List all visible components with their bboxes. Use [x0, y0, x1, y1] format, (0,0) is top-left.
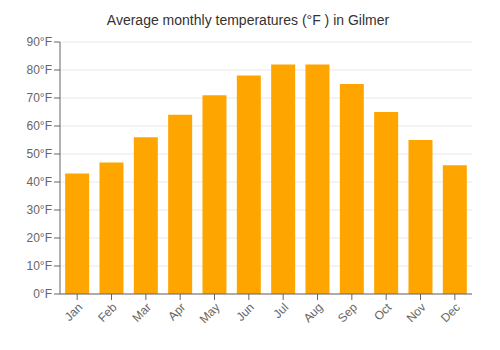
html-text:Average monthly temperatures (: Average monthly temperatures (°F ) in Gi…	[106, 12, 390, 28]
svg-text:Dec: Dec	[438, 300, 463, 325]
svg-text:80°F: 80°F	[27, 63, 52, 77]
svg-text:0°F: 0°F	[33, 287, 52, 301]
svg-text:Feb: Feb	[95, 300, 120, 325]
svg-text:50°F: 50°F	[27, 147, 52, 161]
svg-text:40°F: 40°F	[27, 175, 52, 189]
svg-text:Oct: Oct	[371, 300, 395, 324]
svg-text:Aug: Aug	[301, 300, 326, 325]
svg-text:10°F: 10°F	[27, 259, 52, 273]
svg-text:May: May	[197, 300, 223, 326]
svg-text:Jun: Jun	[233, 300, 257, 324]
svg-text:Sep: Sep	[335, 300, 360, 325]
svg-text:60°F: 60°F	[27, 119, 52, 133]
svg-text:Jan: Jan	[62, 300, 86, 324]
svg-text:90°F: 90°F	[27, 35, 52, 49]
svg-text:Apr: Apr	[165, 300, 188, 323]
svg-text:30°F: 30°F	[27, 203, 52, 217]
svg-text:20°F: 20°F	[27, 231, 52, 245]
svg-text:Jul: Jul	[271, 300, 292, 321]
svg-text:70°F: 70°F	[27, 91, 52, 105]
svg-text:Mar: Mar	[129, 300, 154, 325]
svg-text:Nov: Nov	[404, 300, 429, 325]
